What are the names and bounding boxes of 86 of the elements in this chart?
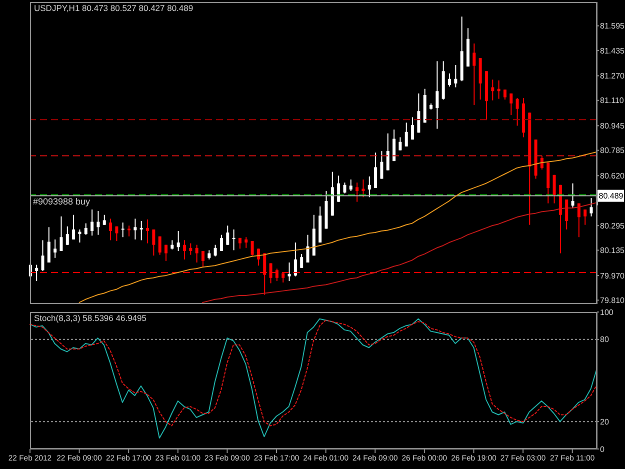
candlestick bbox=[448, 72, 452, 88]
y-tick-label: 81.110 bbox=[600, 96, 624, 106]
candlestick bbox=[84, 222, 88, 236]
ref-line-label: 80.489 bbox=[598, 191, 624, 200]
candlestick bbox=[436, 60, 439, 130]
candlestick bbox=[170, 240, 174, 250]
candlestick bbox=[411, 116, 414, 140]
candlestick bbox=[220, 234, 223, 252]
candlestick bbox=[60, 216, 63, 252]
candlestick bbox=[195, 244, 198, 264]
candlestick bbox=[380, 150, 384, 180]
candlestick bbox=[250, 240, 254, 256]
candlestick bbox=[256, 248, 260, 266]
chart-title: USDJPY,H1 80.473 80.527 80.427 80.489 bbox=[34, 3, 194, 13]
candlestick bbox=[300, 254, 304, 268]
y-tick-label: 20 bbox=[600, 417, 610, 426]
candlestick bbox=[404, 122, 408, 147]
candlestick bbox=[565, 198, 568, 230]
candlestick bbox=[294, 242, 297, 277]
y-tick-label: 80 bbox=[600, 335, 610, 344]
candlestick bbox=[571, 182, 574, 208]
candlestick bbox=[47, 226, 50, 264]
candlestick bbox=[226, 225, 230, 246]
y-tick-label: 81.595 bbox=[600, 22, 625, 31]
candlestick bbox=[121, 222, 124, 238]
candlestick bbox=[368, 176, 371, 198]
y-tick-label: 81.435 bbox=[600, 46, 625, 56]
candlestick bbox=[152, 228, 156, 256]
candlestick bbox=[134, 218, 137, 240]
candlestick bbox=[540, 155, 544, 170]
y-tick-label: 81.270 bbox=[600, 72, 625, 81]
candlestick bbox=[552, 174, 556, 204]
candlestick bbox=[214, 244, 217, 257]
candlestick bbox=[158, 236, 162, 256]
candlestick bbox=[115, 226, 118, 242]
candlestick bbox=[189, 242, 192, 256]
candlestick bbox=[201, 250, 204, 268]
candlestick bbox=[590, 197, 593, 217]
candlestick bbox=[398, 136, 402, 151]
y-tick-label: 80.785 bbox=[600, 146, 625, 156]
candlestick bbox=[140, 220, 143, 241]
chart-title: Stoch(8,3,3) 58.5396 46.9495 bbox=[34, 313, 146, 323]
y-tick-label: 79.810 bbox=[600, 296, 625, 305]
candlestick bbox=[96, 210, 100, 236]
candlestick bbox=[288, 262, 291, 282]
y-tick-label: 79.970 bbox=[600, 271, 625, 280]
y-tick-label: 100 bbox=[600, 308, 614, 317]
candlestick bbox=[146, 218, 150, 244]
candlestick bbox=[454, 64, 458, 88]
y-tick-label: 80.295 bbox=[600, 221, 625, 230]
candlestick bbox=[128, 225, 131, 237]
candlestick bbox=[208, 250, 211, 260]
candlestick bbox=[472, 42, 476, 106]
candlestick bbox=[417, 92, 420, 134]
candlestick bbox=[72, 214, 76, 240]
candlestick bbox=[386, 132, 390, 171]
candlestick bbox=[35, 264, 38, 282]
candlestick bbox=[392, 129, 396, 162]
candlestick bbox=[510, 92, 513, 116]
candlestick bbox=[516, 98, 519, 126]
candlestick bbox=[374, 152, 378, 188]
candlestick bbox=[306, 234, 310, 264]
candlestick bbox=[584, 208, 587, 226]
candlestick bbox=[349, 179, 352, 192]
candlestick bbox=[232, 228, 236, 251]
candlestick bbox=[176, 230, 180, 252]
candlestick bbox=[244, 236, 248, 248]
y-tick-label: 80.945 bbox=[600, 122, 625, 131]
candlestick bbox=[41, 240, 44, 272]
candlestick bbox=[109, 218, 112, 241]
candlestick bbox=[102, 214, 106, 226]
y-tick-label: 80.135 bbox=[600, 246, 625, 256]
candlestick bbox=[343, 182, 346, 194]
candlestick bbox=[164, 244, 168, 262]
candlestick bbox=[356, 182, 359, 202]
candlestick bbox=[90, 208, 94, 236]
y-tick-label: 80.620 bbox=[600, 172, 625, 181]
candlestick bbox=[362, 179, 365, 198]
candlestick bbox=[54, 238, 57, 258]
candlestick bbox=[503, 89, 506, 100]
candlestick bbox=[577, 202, 580, 238]
y-tick-label: 0 bbox=[600, 444, 605, 454]
ref-line-label: #9093988 buy bbox=[33, 196, 91, 206]
candlestick bbox=[182, 240, 186, 260]
candlestick bbox=[66, 226, 69, 246]
candlestick bbox=[491, 79, 494, 101]
